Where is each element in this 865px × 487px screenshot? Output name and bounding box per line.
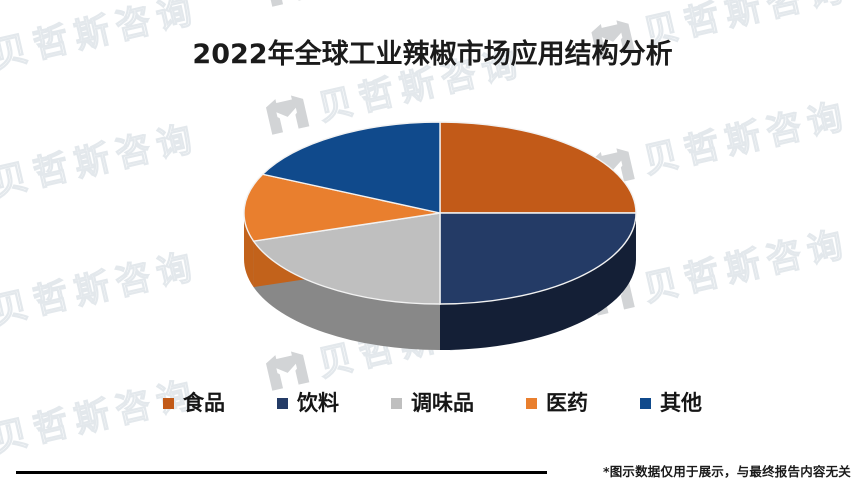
legend-label: 其他	[660, 390, 702, 415]
legend-label: 食品	[183, 390, 225, 415]
footer-note: *图示数据仅用于展示，与最终报告内容无关	[602, 464, 851, 479]
pie-top-faces	[243, 121, 637, 305]
pie-chart-svg	[243, 121, 637, 350]
pie-slice-食品[interactable]	[439, 121, 637, 214]
legend-label: 调味品	[411, 390, 474, 415]
legend-swatch-icon	[163, 397, 174, 409]
legend-swatch-icon	[526, 397, 537, 409]
pie-slice-饮料[interactable]	[439, 212, 637, 305]
pie-slice-side	[440, 213, 636, 350]
legend-item-调味品[interactable]: 调味品	[391, 388, 474, 418]
legend-label: 饮料	[297, 390, 339, 415]
legend-swatch-icon	[640, 397, 651, 409]
chart-title: 2022年全球工业辣椒市场应用结构分析	[192, 39, 673, 70]
pie-chart	[0, 105, 865, 375]
chart-legend: 食品 饮料 调味品 医药 其他	[0, 386, 865, 420]
pie-slice-side	[243, 212, 254, 288]
legend-label: 医药	[546, 390, 588, 415]
legend-swatch-icon	[277, 397, 288, 409]
legend-swatch-icon	[391, 397, 402, 409]
footer-divider	[16, 471, 547, 474]
legend-item-其他[interactable]: 其他	[640, 388, 702, 418]
pie-slice-其他[interactable]	[261, 121, 441, 214]
legend-item-饮料[interactable]: 饮料	[277, 388, 339, 418]
legend-item-医药[interactable]: 医药	[526, 388, 588, 418]
pie-slice-side	[253, 241, 440, 350]
legend-item-食品[interactable]: 食品	[163, 388, 225, 418]
